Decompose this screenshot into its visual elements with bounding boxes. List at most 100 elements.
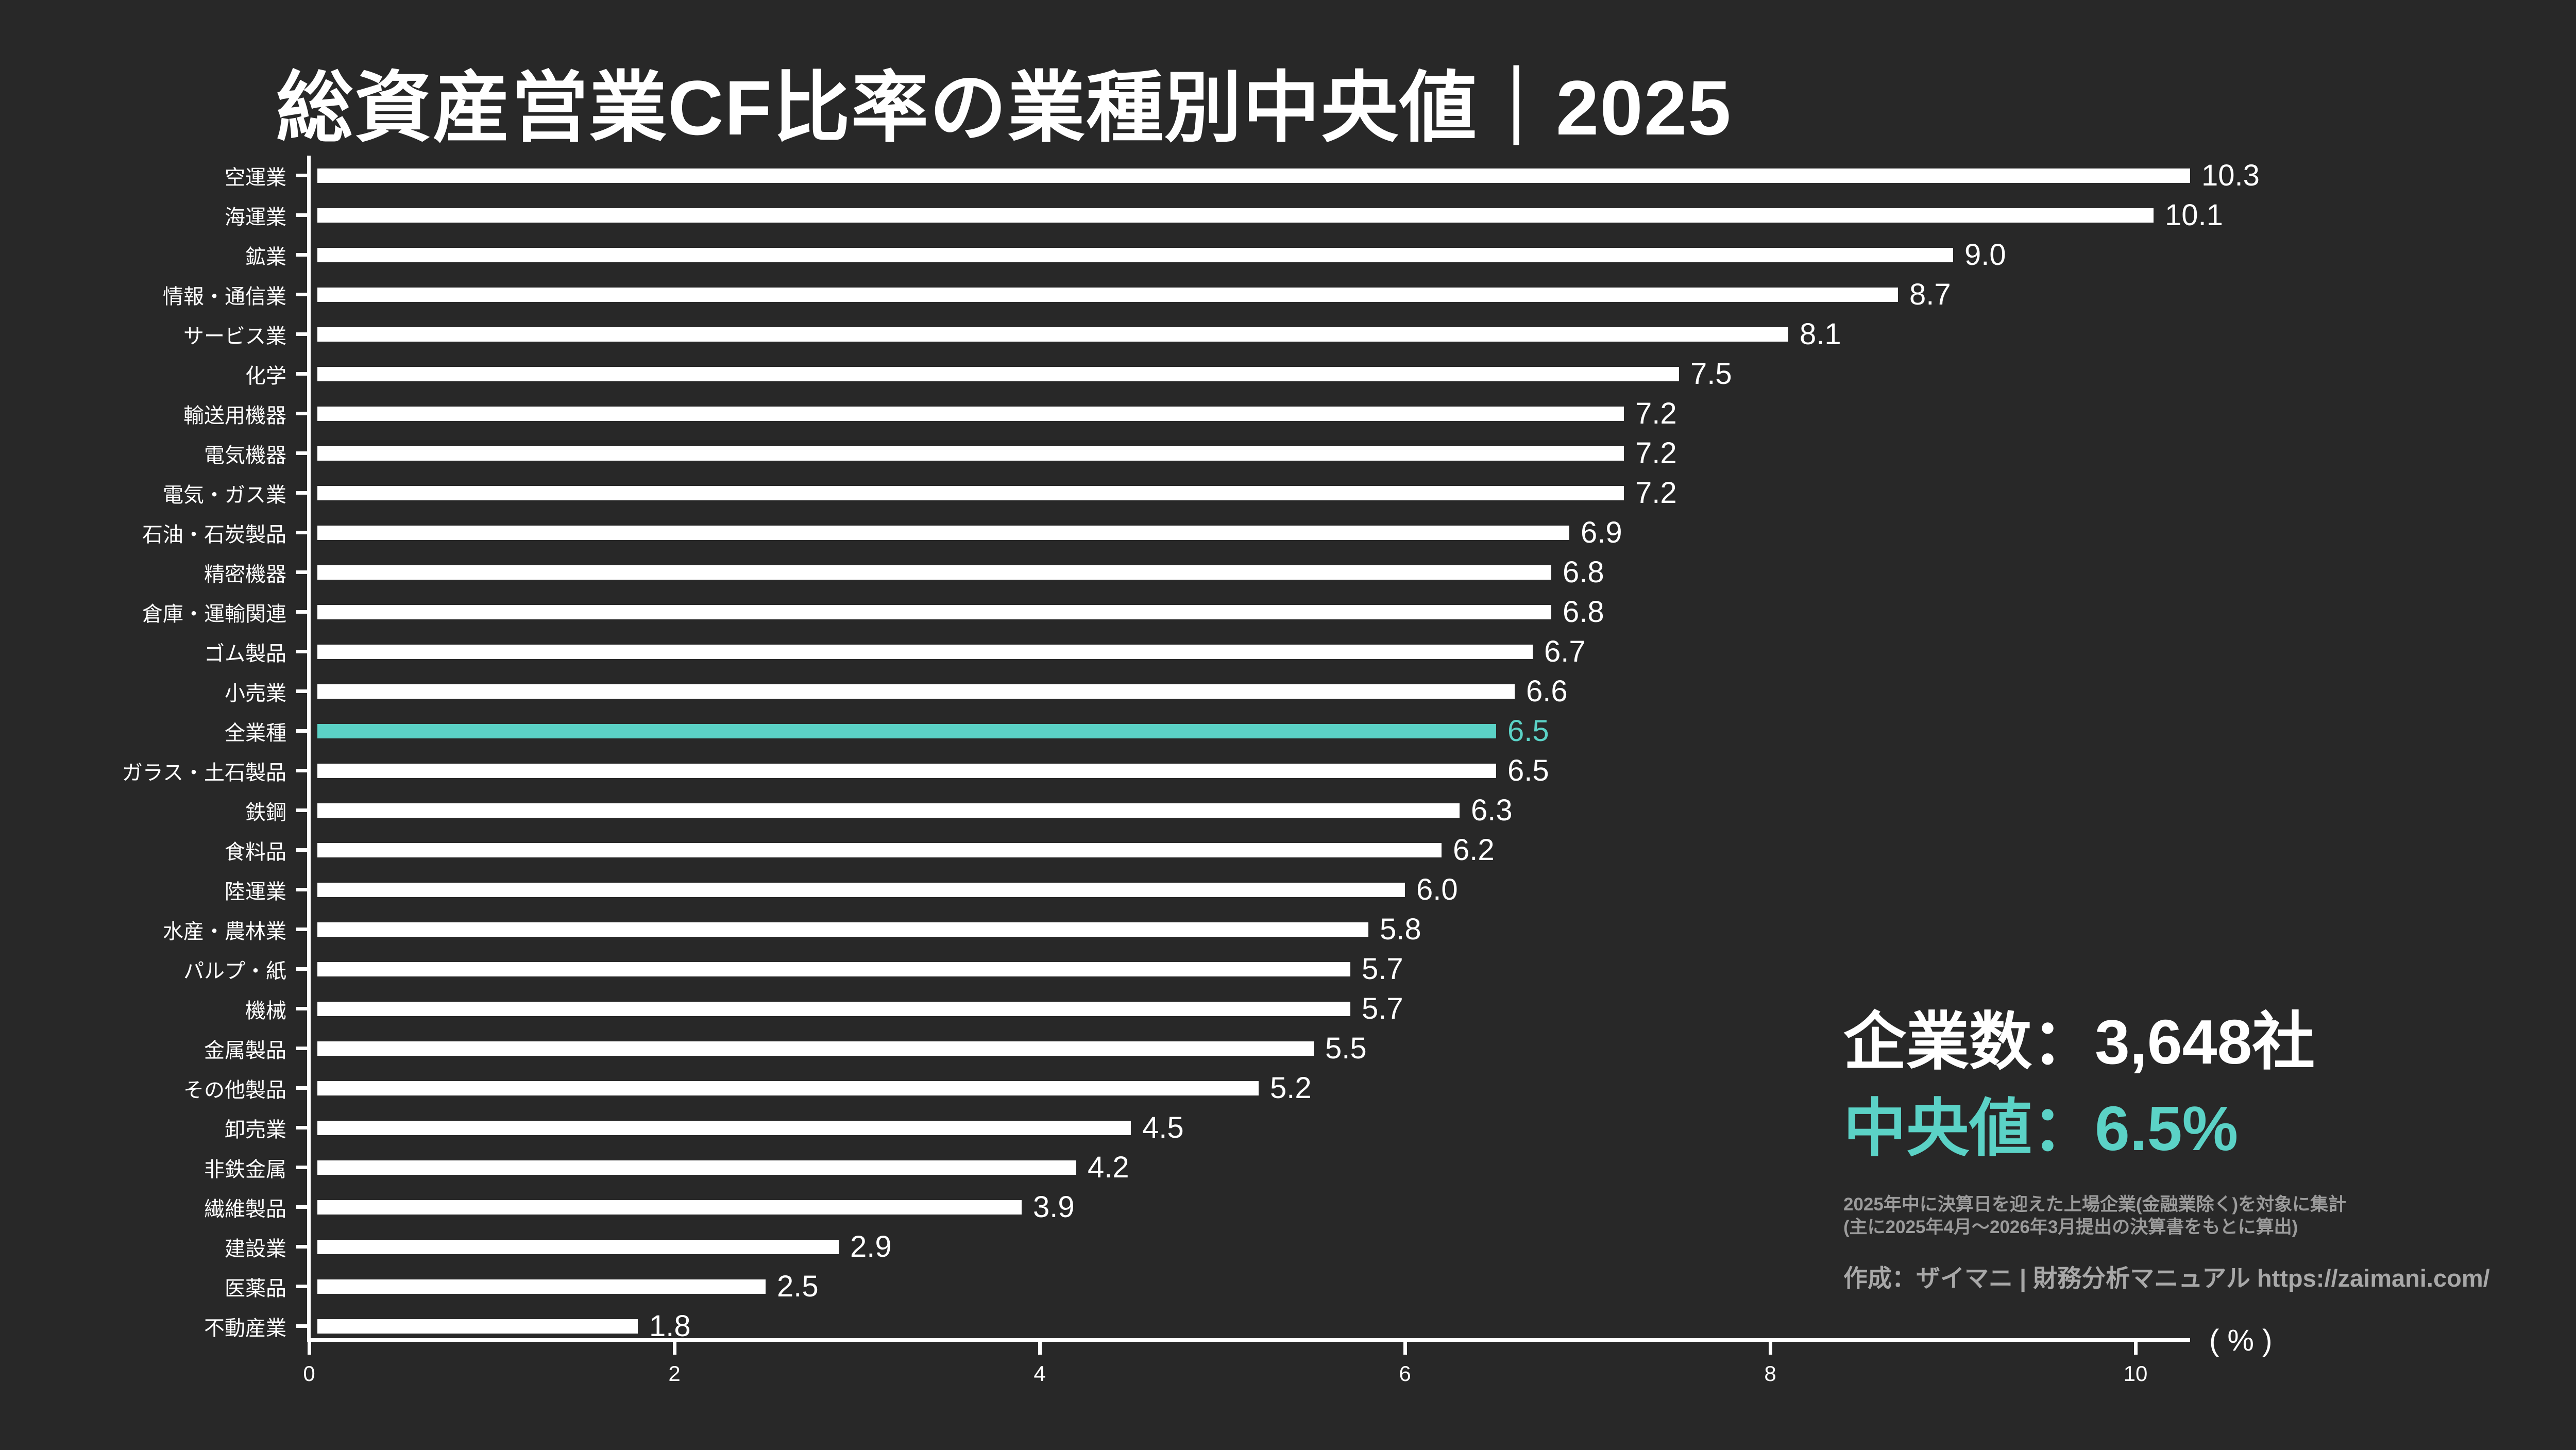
value-label: 6.6 [1526, 674, 1568, 708]
chart-row: 電気・ガス業 7.2 [0, 473, 2370, 513]
category-tick [296, 610, 307, 614]
category-tick [296, 174, 307, 177]
bar [317, 922, 1368, 937]
chart-row: ガラス・土石製品 6.5 [0, 751, 2370, 790]
value-label: 9.0 [1964, 238, 2006, 272]
x-axis-unit-label: ( % ) [2209, 1324, 2273, 1357]
x-tick [2133, 1342, 2138, 1355]
chart-row: 医薬品 2.5 [0, 1267, 2370, 1306]
chart-row: 輸送用機器 7.2 [0, 394, 2370, 433]
bar [317, 763, 1496, 778]
category-tick [296, 967, 307, 971]
category-label: 海運業 [225, 206, 286, 229]
company-count-stat: 企業数：3,648社 [1843, 1007, 2315, 1077]
category-label: 情報・通信業 [163, 285, 286, 308]
bar [317, 565, 1551, 580]
bar [317, 1120, 1131, 1135]
value-label: 3.9 [1033, 1190, 1075, 1224]
category-label: 鉱業 [245, 245, 286, 268]
x-tick-label: 6 [1399, 1361, 1411, 1386]
value-label: 7.2 [1635, 436, 1677, 470]
chart-row: 不動産業 1.8 [0, 1306, 2370, 1346]
category-tick [296, 1047, 307, 1050]
chart-row: 化学 7.5 [0, 354, 2370, 394]
bar [317, 168, 2190, 183]
footnote-line-2: (主に2025年4月～2026年3月提出の決算書をもとに算出) [1843, 1217, 2298, 1237]
bar [317, 1081, 1259, 1095]
category-label: ガラス・土石製品 [122, 761, 286, 784]
category-tick [296, 451, 307, 455]
category-label: 水産・農林業 [163, 920, 286, 943]
bar [317, 446, 1624, 461]
bar-highlighted [317, 723, 1496, 738]
category-label: 全業種 [225, 721, 286, 745]
x-tick [1038, 1342, 1042, 1355]
category-tick [296, 1205, 307, 1209]
value-label: 2.9 [850, 1229, 892, 1263]
value-label: 5.8 [1380, 912, 1421, 946]
footnote: 2025年中に決算日を迎えた上場企業(金融業除く)を対象に集計 (主に2025年… [1843, 1193, 2346, 1239]
category-label: 食料品 [225, 840, 286, 864]
category-tick [296, 213, 307, 217]
category-tick [296, 491, 307, 495]
bar [317, 406, 1624, 421]
chart-row: 海運業 10.1 [0, 195, 2370, 235]
value-label: 8.7 [1909, 277, 1951, 311]
category-label: その他製品 [183, 1078, 286, 1102]
category-tick [296, 293, 307, 296]
chart-row: 空運業 10.3 [0, 156, 2370, 195]
x-tick [307, 1342, 311, 1355]
value-label: 6.8 [1563, 555, 1604, 589]
category-tick [296, 1324, 307, 1328]
footnote-line-1: 2025年中に決算日を迎えた上場企業(金融業除く)を対象に集計 [1843, 1194, 2347, 1215]
chart-row: 情報・通信業 8.7 [0, 275, 2370, 314]
value-label: 4.2 [1088, 1150, 1129, 1184]
category-label: 石油・石炭製品 [142, 523, 286, 546]
category-label: 建設業 [225, 1237, 286, 1260]
category-tick [296, 650, 307, 653]
category-tick [296, 1245, 307, 1249]
value-label: 6.0 [1416, 872, 1458, 906]
value-label: 7.2 [1635, 476, 1677, 510]
bar [317, 366, 1679, 381]
category-label: 鉄鋼 [245, 801, 286, 824]
chart-row: 石油・石炭製品 6.9 [0, 513, 2370, 552]
chart-row: 精密機器 6.8 [0, 552, 2370, 592]
chart-row: 食料品 6.2 [0, 830, 2370, 870]
value-label: 6.3 [1471, 793, 1513, 827]
chart-row: 小売業 6.6 [0, 671, 2370, 711]
category-label: 空運業 [225, 166, 286, 189]
bar [317, 882, 1405, 897]
bar [317, 485, 1624, 500]
bar [317, 803, 1460, 818]
x-tick-label: 4 [1033, 1361, 1046, 1386]
bar [317, 1041, 1314, 1056]
value-label: 4.5 [1142, 1110, 1184, 1144]
category-label: 電気機器 [204, 444, 286, 467]
category-label: 卸売業 [225, 1118, 286, 1141]
chart-row: パルプ・紙 5.7 [0, 949, 2370, 989]
chart-row: 卸売業 4.5 [0, 1108, 2370, 1148]
bar [317, 1200, 1022, 1215]
category-tick [296, 928, 307, 931]
value-label: 6.2 [1453, 833, 1495, 867]
value-label: 6.5 [1507, 714, 1549, 748]
chart-row: 建設業 2.9 [0, 1227, 2370, 1267]
category-tick [296, 412, 307, 415]
category-tick [296, 1126, 307, 1129]
chart-row: ゴム製品 6.7 [0, 632, 2370, 671]
x-tick-label: 10 [2123, 1361, 2148, 1386]
bar [317, 208, 2154, 223]
value-label: 7.5 [1690, 357, 1732, 391]
category-label: サービス業 [183, 325, 286, 348]
chart-row: 金属製品 5.5 [0, 1029, 2370, 1068]
value-label: 8.1 [1800, 317, 1841, 351]
value-label: 6.5 [1507, 753, 1549, 787]
y-axis-line [307, 156, 311, 1342]
category-label: 医薬品 [225, 1277, 286, 1300]
bar [317, 247, 1953, 262]
bar [317, 684, 1515, 699]
value-label: 5.5 [1325, 1031, 1367, 1065]
value-label: 1.8 [649, 1309, 691, 1343]
credit-line: 作成：ザイマニ | 財務分析マニュアル https://zaimani.com/ [1843, 1264, 2490, 1292]
